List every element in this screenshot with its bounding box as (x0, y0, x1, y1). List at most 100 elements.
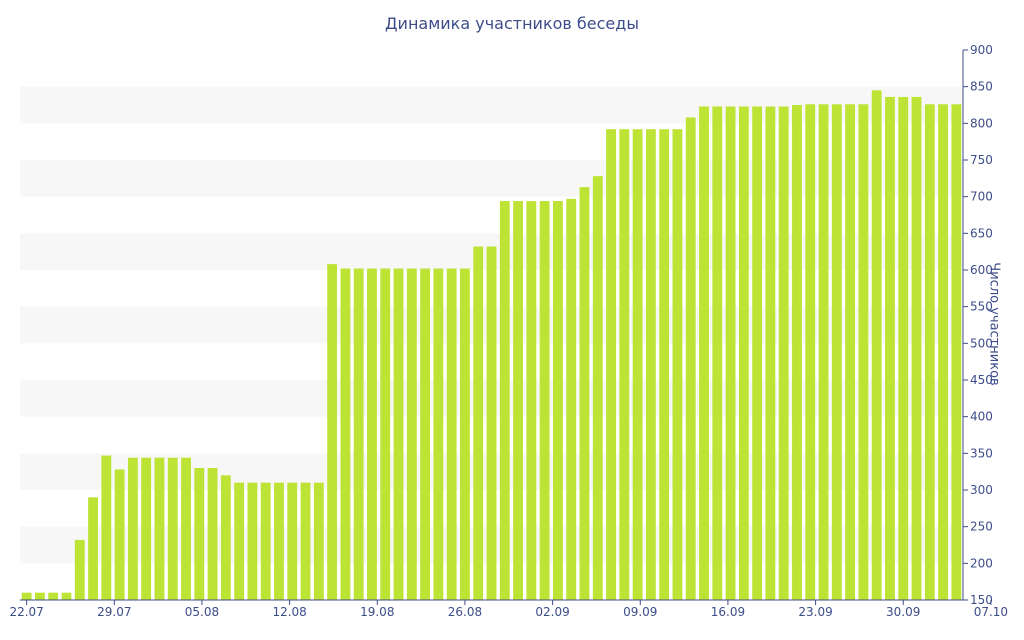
bar (858, 104, 869, 601)
bar (499, 201, 510, 600)
bar (274, 482, 284, 600)
bar (181, 457, 191, 600)
bar (619, 129, 630, 600)
bar (738, 106, 749, 600)
bar (911, 96, 922, 601)
bar (380, 268, 391, 600)
y-tick-label: 700 (970, 190, 993, 204)
bar (699, 106, 709, 600)
bar (88, 497, 98, 600)
bar (645, 129, 656, 600)
bar (951, 104, 962, 601)
y-tick-label: 450 (970, 373, 993, 387)
bar (778, 106, 789, 600)
bar (101, 455, 112, 600)
bar (393, 268, 404, 600)
bar (845, 104, 856, 601)
bar (606, 129, 616, 600)
y-tick-label: 750 (970, 153, 993, 167)
y-tick-label: 400 (970, 410, 993, 424)
x-tick-label: 19.08 (360, 605, 394, 619)
bar (127, 457, 138, 600)
chart-title: Динамика участников беседы (385, 14, 639, 33)
bar (300, 482, 311, 600)
bar (592, 176, 603, 600)
x-tick-label: 30.09 (886, 605, 920, 619)
y-tick-label: 250 (970, 520, 993, 534)
x-tick-label: 09.09 (623, 605, 657, 619)
x-tick-label: 29.07 (97, 605, 131, 619)
bar (792, 105, 802, 600)
bar (433, 268, 444, 600)
x-tick-label: 26.08 (448, 605, 482, 619)
bar (48, 592, 59, 600)
bar (340, 268, 351, 600)
x-tick-label: 05.08 (185, 605, 219, 619)
bar (260, 482, 271, 600)
bar (552, 201, 563, 600)
bar (460, 268, 470, 600)
bar (473, 246, 484, 600)
bar (114, 469, 125, 600)
x-tick-label: 22.07 (9, 605, 43, 619)
bar (938, 104, 948, 601)
y-tick-label: 800 (970, 116, 993, 130)
y-tick-label: 500 (970, 336, 993, 350)
x-tick-label: 16.09 (711, 605, 745, 619)
bar (234, 482, 245, 600)
bar (167, 457, 178, 600)
bar (579, 187, 590, 600)
bar (247, 482, 258, 600)
bar (406, 268, 417, 600)
bar (61, 592, 72, 600)
y-axis-label: Число участников (986, 262, 1002, 386)
bar (725, 106, 736, 600)
bar (327, 264, 338, 600)
x-axis: 22.07 29.07 05.08 12.08 19.08 26.08 02.09 09.09… (9, 599, 1008, 619)
bar (287, 482, 298, 600)
y-tick-label: 650 (970, 226, 993, 240)
bar (924, 104, 935, 601)
bar (885, 96, 895, 601)
y-tick-label: 850 (970, 80, 993, 94)
bar (871, 90, 882, 600)
bar (154, 457, 165, 600)
bar (74, 539, 85, 600)
y-tick-label: 200 (970, 556, 993, 570)
bar (685, 117, 696, 600)
y-tick-label: 150 (970, 593, 993, 607)
bar (446, 268, 457, 600)
bar (420, 268, 431, 600)
bar (712, 106, 723, 600)
bar (898, 96, 909, 601)
bar (207, 468, 218, 600)
bar (659, 129, 670, 600)
y-axis: 150 200 250 300 350 400 450 500 550 600 650 700 750 8… (962, 43, 993, 607)
bar (194, 468, 205, 600)
bar (513, 201, 523, 600)
bar (313, 482, 324, 600)
x-tick-label: 12.08 (272, 605, 306, 619)
bar (21, 592, 32, 600)
y-tick-label: 900 (970, 43, 993, 57)
bar (632, 129, 643, 600)
bar (539, 201, 550, 600)
bar (141, 457, 152, 600)
bar (353, 268, 364, 600)
bar (831, 104, 842, 601)
bar (752, 106, 763, 600)
bar (672, 129, 683, 600)
y-tick-label: 300 (970, 483, 993, 497)
bar (367, 268, 377, 600)
bar (818, 104, 829, 601)
x-tick-label: 02.09 (535, 605, 569, 619)
y-tick-label: 600 (970, 263, 993, 277)
x-tick-label: 23.09 (798, 605, 832, 619)
x-tick-label: 07.10 (974, 605, 1008, 619)
bar (35, 592, 45, 600)
bar (486, 246, 497, 600)
bar-series (21, 90, 962, 601)
bar (220, 475, 231, 600)
